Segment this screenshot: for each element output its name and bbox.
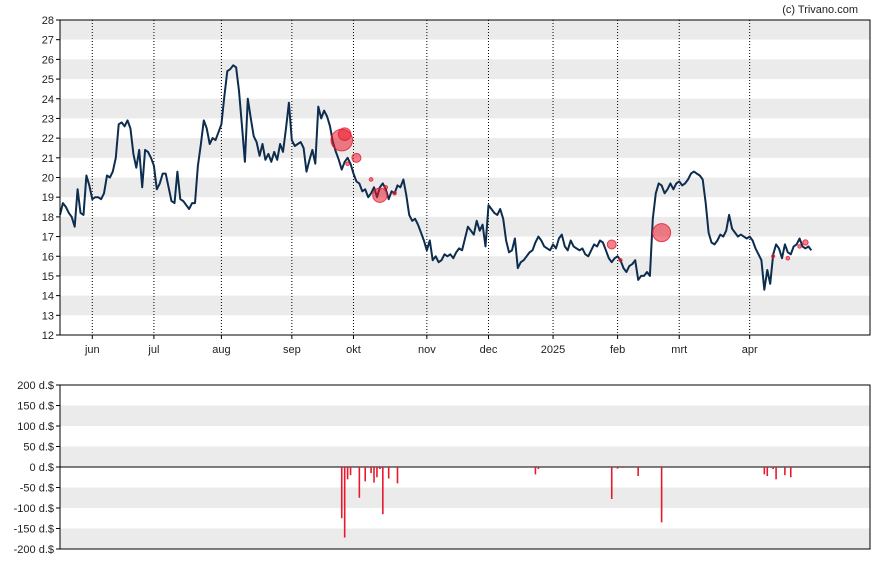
insider-trade-bubble [345,161,350,167]
bar-band [60,405,870,426]
price-band [60,59,870,80]
price-band [60,138,870,158]
month-label: okt [346,344,361,356]
month-label: aug [212,344,230,356]
month-label: 2025 [541,344,565,356]
price-line [59,64,813,291]
price-y-tick-label: 20 [42,173,54,185]
price-y-tick-label: 12 [42,330,54,342]
bar-bands [60,405,870,549]
price-y-tick-label: 19 [42,192,54,204]
price-y-tick-label: 26 [42,54,54,66]
insider-trade-bars [340,467,792,538]
price-y-tick-label: 25 [42,74,54,86]
price-y-tick-label: 23 [42,113,54,125]
bar-y-tick-label: 150 d.$ [17,401,54,413]
price-band [60,20,870,40]
insider-trade-bubble [771,254,776,259]
insider-trade-bubble [351,152,362,163]
insider-trade-bubble [383,185,389,190]
bar-y-axis: 200 d.$ 150 d.$ 100 d.$ 50 d.$ 0 d.$ -50 d.$ -… [14,380,60,556]
bar-y-tick-label: 0 d.$ [30,462,54,474]
price-y-tick-label: 28 [42,15,54,27]
price-bands [60,20,870,316]
bar-y-tick-label: -50 d.$ [20,483,54,495]
bar-band [60,487,870,508]
month-label: apr [742,344,758,356]
insider-trade-bubble [802,239,809,246]
bar-panel-frame [59,384,871,550]
insider-trade-bubble [785,255,791,261]
price-y-tick-label: 13 [42,310,54,322]
bar-band [60,446,870,467]
insider-trade-bubble [797,244,802,249]
price-y-tick-label: 14 [42,291,54,303]
insider-trade-bubble [606,239,617,250]
bar-y-tick-label: 50 d.$ [23,442,54,454]
insider-trade-bubble [652,223,672,243]
month-label: feb [610,344,625,356]
price-band [60,177,870,198]
insider-trade-bubble [368,177,374,182]
month-label: dec [480,344,498,356]
month-label: mrt [671,344,687,356]
price-y-tick-label: 16 [42,251,54,263]
insider-trade-bubbles [330,127,809,263]
month-label: nov [418,344,436,356]
insider-trade-bubble [337,127,352,141]
price-y-tick-label: 15 [42,271,54,283]
bar-y-tick-label: -100 d.$ [14,503,54,515]
price-band [60,256,870,276]
price-band [60,295,870,316]
price-y-tick-label: 22 [42,133,54,145]
insider-trade-bubble [392,190,397,196]
month-label: jul [147,344,159,356]
price-panel-frame [59,19,871,336]
price-y-tick-label: 21 [42,153,54,165]
bar-band [60,528,870,549]
price-y-tick-label: 24 [42,94,54,106]
price-y-tick-label: 18 [42,212,54,224]
bar-y-tick-label: 200 d.$ [17,380,54,392]
price-band [60,216,870,237]
price-y-tick-label: 17 [42,232,54,244]
price-x-axis: jun jul aug sep okt nov dec 2025 feb mrt apr [84,335,758,356]
insider-trade-bubble [618,258,623,263]
price-y-tick-label: 27 [42,35,54,47]
month-label: jun [84,344,100,356]
insider-trade-bubble [372,187,388,203]
price-band [60,98,870,119]
bar-y-tick-label: 100 d.$ [17,421,54,433]
insider-trades-panel: 200 d.$ 150 d.$ 100 d.$ 50 d.$ 0 d.$ -50 d.$ -… [14,380,871,556]
credit-label: (c) Trivano.com [782,4,858,16]
price-y-axis: 12 13 14 15 16 17 18 19 20 21 22 23 24 25 26 27 28 [42,15,60,342]
bar-y-tick-label: -150 d.$ [14,524,54,536]
month-label: sep [283,344,301,356]
bar-y-tick-label: -200 d.$ [14,544,54,556]
